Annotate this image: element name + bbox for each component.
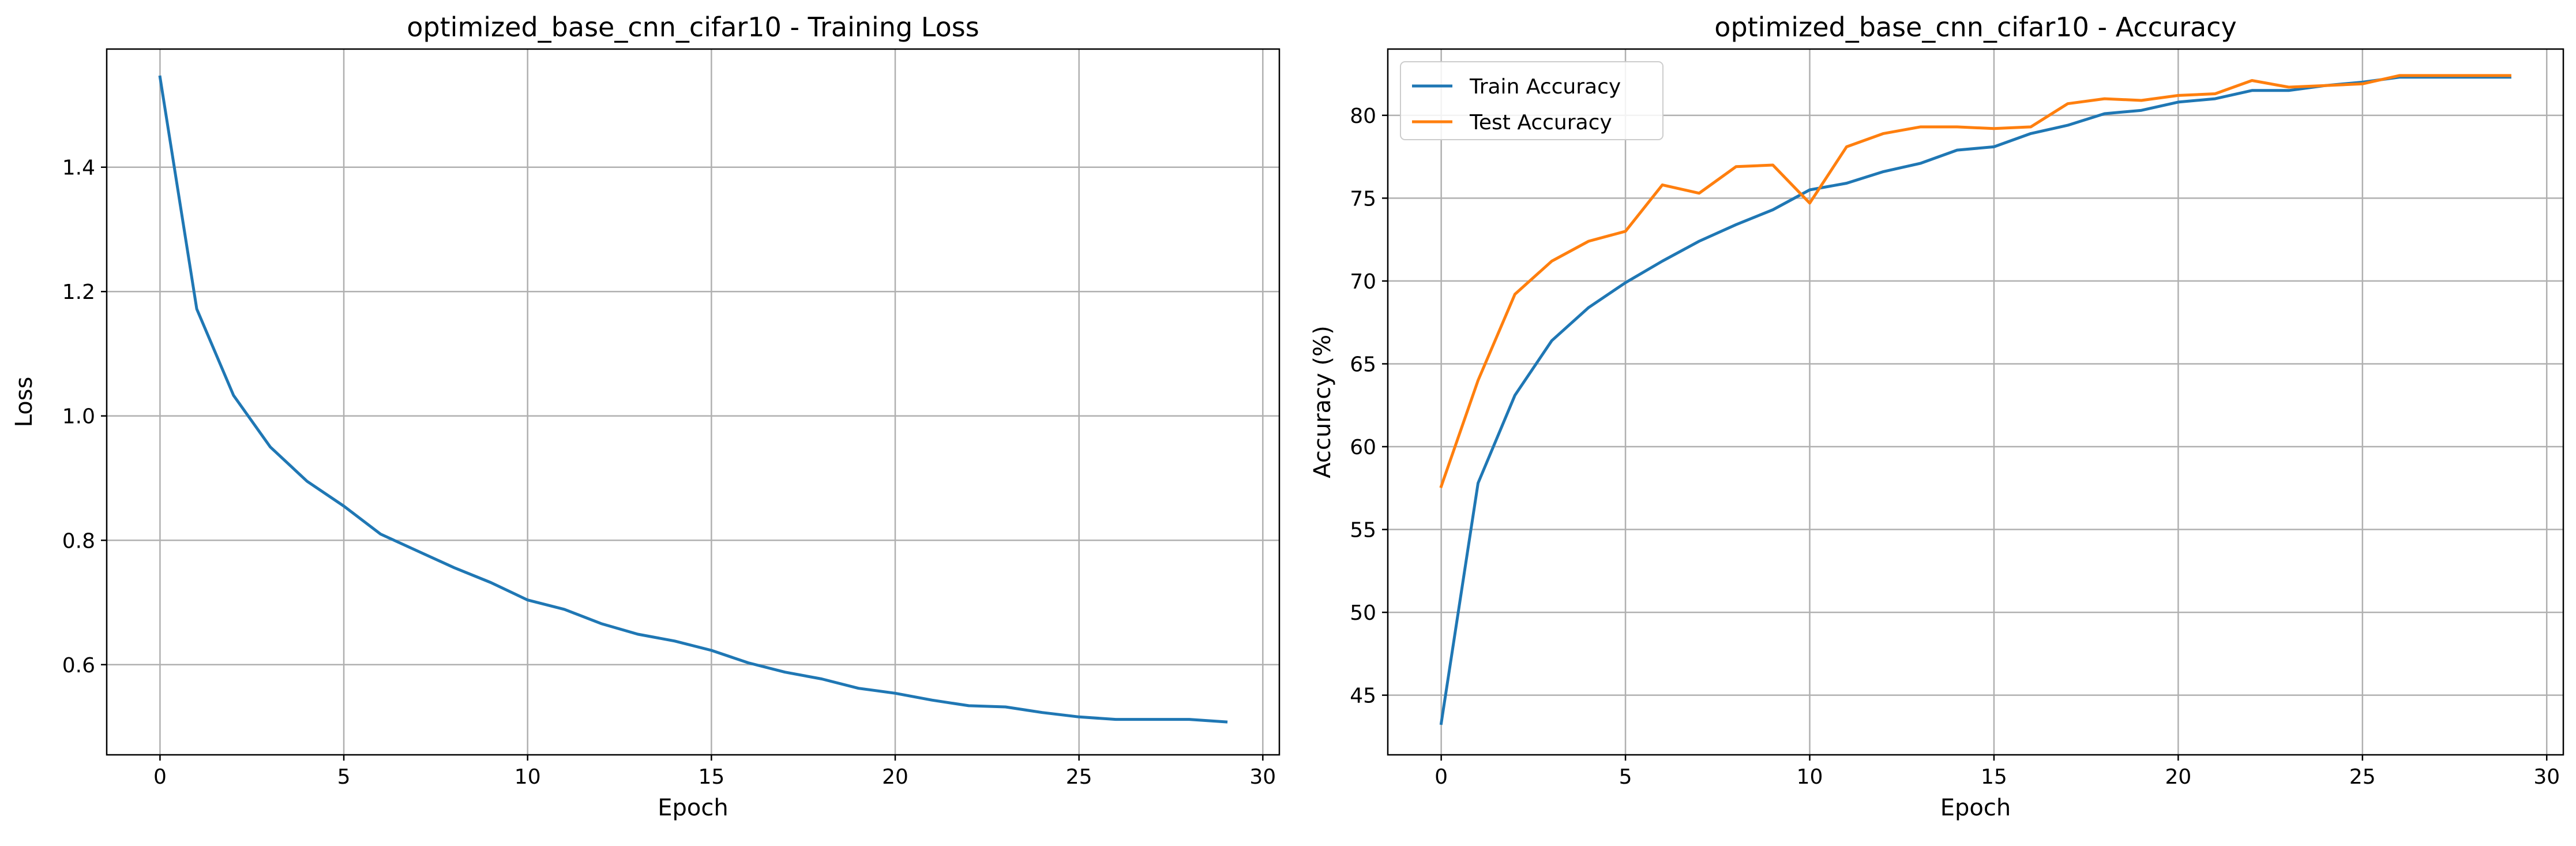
loss-x-tick-label: 25 [1066, 765, 1092, 789]
legend-box [1400, 61, 1663, 140]
loss-x-tick-label: 20 [882, 765, 908, 789]
accuracy-y-tick-label: 80 [1350, 104, 1376, 128]
accuracy-x-axis-label: Epoch [1940, 795, 2011, 821]
accuracy-y-tick-label: 50 [1350, 601, 1376, 625]
loss-y-ticks: 0.6 0.8 1.0 1.2 1.4 [62, 156, 107, 677]
accuracy-y-tick-label: 55 [1350, 519, 1376, 542]
loss-x-tick-label: 0 [153, 765, 167, 789]
loss-series [158, 75, 1228, 724]
accuracy-x-tick-label: 20 [2165, 765, 2191, 789]
accuracy-y-tick-label: 60 [1350, 436, 1376, 459]
accuracy-y-ticks: 45 50 55 60 65 70 75 80 [1350, 104, 1388, 708]
accuracy-axes-frame [1387, 48, 2564, 756]
loss-grid [107, 49, 1279, 755]
training-loss-line [158, 75, 1228, 724]
accuracy-legend: Train Accuracy Test Accuracy [1400, 61, 1663, 140]
loss-y-tick-label: 0.6 [62, 654, 95, 677]
legend-label-train-accuracy: Train Accuracy [1469, 75, 1621, 99]
accuracy-x-tick-label: 25 [2349, 765, 2376, 789]
loss-x-tick-label: 10 [515, 765, 541, 789]
loss-x-tick-label: 15 [698, 765, 724, 789]
loss-y-axis-label: Loss [11, 377, 37, 428]
loss-y-tick-label: 1.4 [62, 156, 95, 180]
accuracy-y-tick-label: 70 [1350, 270, 1376, 294]
loss-x-ticks: 0 5 10 15 20 25 30 [153, 755, 1276, 789]
accuracy-chart-title: optimized_base_cnn_cifar10 - Accuracy [1714, 12, 2236, 43]
loss-y-tick-label: 1.2 [62, 280, 95, 304]
accuracy-x-ticks: 0 5 10 15 20 25 30 [1435, 755, 2560, 789]
accuracy-y-tick-label: 75 [1350, 187, 1376, 211]
accuracy-x-tick-label: 10 [1797, 765, 1823, 789]
loss-x-tick-label: 30 [1249, 765, 1276, 789]
loss-x-axis-label: Epoch [658, 795, 728, 821]
accuracy-y-tick-label: 65 [1350, 353, 1376, 376]
accuracy-x-tick-label: 30 [2533, 765, 2560, 789]
accuracy-y-tick-label: 45 [1350, 684, 1376, 708]
loss-axes-frame [106, 48, 1281, 756]
loss-y-tick-label: 0.8 [62, 529, 95, 553]
loss-x-tick-label: 5 [337, 765, 351, 789]
training-loss-plot: 0 5 10 15 20 25 30 0.6 0.8 1.0 1.2 1.4 optimized_b… [11, 12, 1281, 821]
accuracy-x-tick-label: 5 [1619, 765, 1632, 789]
accuracy-x-tick-label: 0 [1435, 765, 1448, 789]
accuracy-y-axis-label: Accuracy (%) [1309, 325, 1336, 478]
loss-y-tick-label: 1.0 [62, 405, 95, 429]
loss-chart-title: optimized_base_cnn_cifar10 - Training Lo… [407, 12, 979, 43]
accuracy-x-tick-label: 15 [1981, 765, 2007, 789]
accuracy-series [1439, 74, 2511, 725]
test-accuracy-line [1439, 74, 2511, 489]
legend-label-test-accuracy: Test Accuracy [1469, 111, 1612, 134]
accuracy-plot: 0 5 10 15 20 25 30 45 50 55 60 65 70 75 80 optimized_… [1309, 12, 2564, 821]
